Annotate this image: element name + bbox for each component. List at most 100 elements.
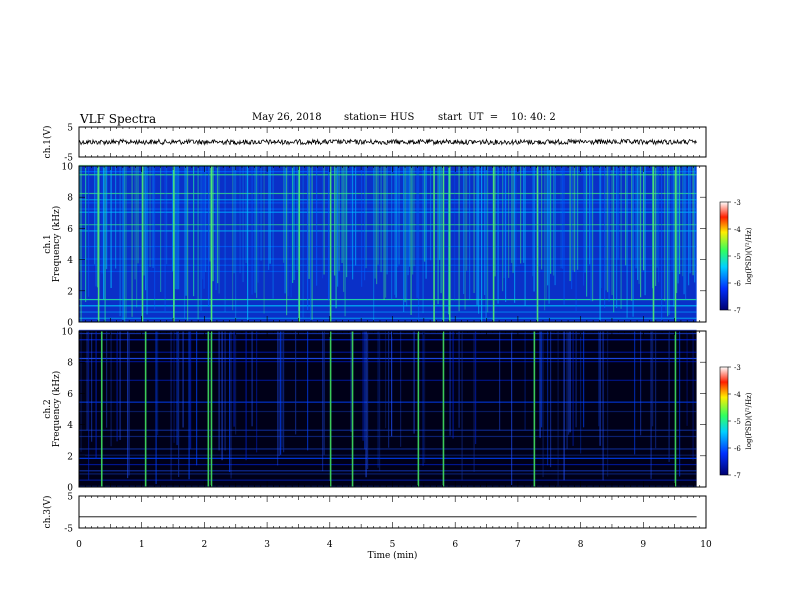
noise-column bbox=[605, 166, 607, 291]
noise-column bbox=[473, 166, 475, 294]
noise-column bbox=[277, 331, 279, 466]
freq-band bbox=[79, 470, 697, 472]
noise-column bbox=[572, 331, 574, 446]
noise-column bbox=[310, 166, 312, 322]
x-tick-label: 7 bbox=[515, 540, 521, 550]
noise-column bbox=[458, 331, 460, 428]
spec-ylabel-line2: Frequency (kHz) bbox=[51, 371, 62, 448]
sferic-event bbox=[207, 331, 210, 487]
noise-column bbox=[178, 331, 180, 477]
freq-band bbox=[79, 448, 697, 450]
x-axis-label: Time (min) bbox=[368, 550, 418, 561]
noise-column bbox=[256, 166, 258, 298]
noise-column bbox=[328, 166, 330, 301]
noise-column bbox=[247, 166, 249, 321]
noise-column bbox=[323, 166, 325, 275]
noise-column bbox=[251, 166, 253, 295]
noise-column bbox=[566, 331, 568, 449]
noise-column bbox=[548, 166, 550, 304]
noise-column bbox=[631, 166, 633, 301]
noise-column bbox=[469, 166, 471, 300]
noise-column bbox=[116, 331, 118, 442]
noise-column bbox=[406, 166, 408, 307]
noise-column bbox=[473, 331, 475, 472]
noise-column bbox=[449, 331, 451, 436]
noise-column bbox=[292, 166, 294, 283]
noise-column bbox=[88, 331, 90, 481]
y-tick-label: 0 bbox=[67, 319, 73, 329]
noise-column bbox=[293, 166, 295, 281]
noise-column bbox=[625, 166, 627, 266]
noise-column bbox=[403, 166, 405, 312]
sferic-event bbox=[329, 331, 332, 487]
noise-column bbox=[547, 166, 549, 286]
freq-band bbox=[79, 202, 697, 204]
noise-column bbox=[235, 331, 237, 435]
noise-column bbox=[497, 166, 499, 304]
colorbar-tick-label: -3 bbox=[734, 199, 741, 207]
noise-column bbox=[505, 166, 507, 302]
noise-column bbox=[689, 166, 691, 274]
noise-column bbox=[650, 331, 652, 479]
y-tick-label: 5 bbox=[67, 493, 73, 503]
noise-column bbox=[539, 331, 541, 438]
noise-column bbox=[601, 166, 603, 289]
noise-column bbox=[640, 166, 642, 298]
noise-column bbox=[385, 331, 387, 429]
sferic-event bbox=[674, 166, 677, 322]
noise-column bbox=[640, 331, 642, 436]
noise-column bbox=[281, 331, 283, 448]
noise-column bbox=[424, 331, 426, 463]
noise-column bbox=[661, 166, 663, 322]
noise-column bbox=[323, 331, 325, 455]
noise-column bbox=[103, 166, 105, 300]
station-label: station= HUS bbox=[344, 112, 415, 123]
spec-ylabel-line1: ch.2 bbox=[43, 399, 53, 418]
noise-column bbox=[362, 331, 364, 441]
noise-column bbox=[239, 166, 241, 274]
y-tick-label: 4 bbox=[67, 256, 73, 266]
noise-column bbox=[503, 166, 505, 279]
sferic-event bbox=[533, 331, 536, 487]
noise-column bbox=[658, 166, 660, 283]
freq-band bbox=[79, 463, 697, 466]
noise-column bbox=[664, 166, 666, 302]
y-tick-label: 10 bbox=[62, 328, 74, 338]
noise-column bbox=[350, 331, 352, 433]
x-tick-label: 0 bbox=[76, 540, 82, 550]
sferic-event bbox=[492, 166, 495, 322]
noise-column bbox=[110, 331, 112, 447]
noise-column bbox=[499, 331, 501, 431]
noise-column bbox=[461, 331, 463, 481]
noise-column bbox=[523, 166, 525, 263]
freq-band bbox=[79, 429, 697, 431]
noise-column bbox=[307, 331, 309, 451]
noise-column bbox=[652, 331, 654, 427]
chart-title: VLF Spectra bbox=[80, 112, 157, 126]
noise-column bbox=[208, 166, 210, 308]
colorbar-tick-label: -7 bbox=[734, 472, 741, 480]
noise-column bbox=[224, 166, 226, 312]
noise-column bbox=[287, 166, 289, 297]
noise-column bbox=[221, 331, 223, 461]
noise-column bbox=[217, 166, 219, 284]
noise-column bbox=[365, 331, 367, 478]
noise-column bbox=[95, 331, 97, 459]
noise-column bbox=[143, 166, 145, 276]
noise-column bbox=[599, 166, 601, 321]
noise-column bbox=[205, 166, 207, 273]
noise-column bbox=[230, 331, 232, 479]
y-tick-label: 5 bbox=[67, 124, 73, 134]
noise-column bbox=[160, 166, 162, 292]
noise-column bbox=[374, 166, 376, 279]
noise-column bbox=[694, 166, 696, 283]
x-tick-label: 9 bbox=[640, 540, 646, 550]
noise-column bbox=[632, 166, 634, 317]
noise-column bbox=[337, 166, 339, 287]
noise-column bbox=[380, 166, 382, 273]
y-tick-label: 10 bbox=[62, 163, 74, 173]
noise-column bbox=[439, 166, 441, 260]
sferic-event bbox=[674, 331, 677, 487]
noise-column bbox=[80, 166, 82, 322]
noise-column bbox=[343, 166, 345, 292]
